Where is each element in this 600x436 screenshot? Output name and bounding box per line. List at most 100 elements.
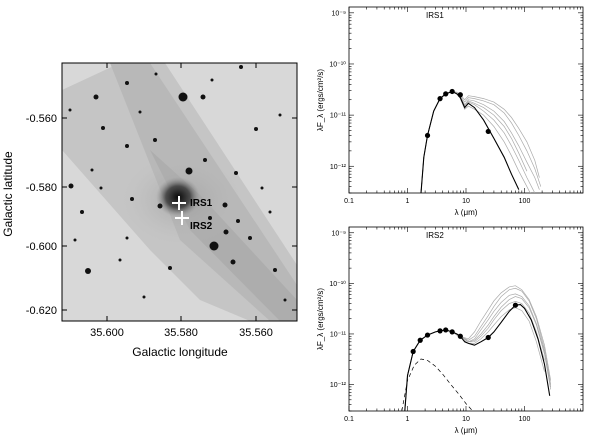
star <box>130 197 134 201</box>
plot-frame <box>348 226 584 412</box>
x-tick-label: 1 <box>406 198 410 205</box>
star <box>230 259 236 265</box>
star <box>125 144 129 148</box>
star <box>278 113 282 117</box>
star <box>283 298 287 302</box>
y-tick-label: 10⁻¹⁰ <box>329 280 346 288</box>
x-tick-label: 0.1 <box>344 198 354 205</box>
star <box>236 219 240 223</box>
star <box>73 238 77 242</box>
star <box>157 203 163 209</box>
data-point <box>443 327 449 333</box>
x-tick-label: 1 <box>406 416 410 423</box>
star <box>248 236 252 240</box>
image-yaxis: -0.560 -0.580 -0.600 -0.620 Galactic lat… <box>1 113 297 317</box>
y-tick-label: 10⁻¹¹ <box>330 113 347 120</box>
x-axis-label: λ (μm) <box>455 208 478 217</box>
star <box>68 183 74 189</box>
image-xtick-label: 35.580 <box>164 327 198 339</box>
y-tick-label: 10⁻¹¹ <box>330 331 347 338</box>
data-point <box>410 348 416 355</box>
y-tick-label: 10⁻⁹ <box>332 230 346 237</box>
data-point <box>437 328 443 334</box>
star <box>153 138 157 142</box>
sed-panel-irs2: 0.1 1 10 100 10⁻⁹ 10⁻¹⁰ 10⁻¹¹ 10⁻¹² IRS2 λ (μm) λF… <box>316 226 584 435</box>
y-tick-label: 10⁻¹² <box>330 164 347 171</box>
star <box>125 81 129 85</box>
data-point <box>443 91 449 97</box>
image-xaxis: 35.600 35.580 35.560 Galactic longitude <box>90 63 273 359</box>
data-point <box>512 302 519 308</box>
star <box>208 216 212 220</box>
image-ytick-label: -0.620 <box>26 305 57 317</box>
star <box>268 210 272 214</box>
star <box>68 108 72 112</box>
plot-title: IRS1 <box>426 11 444 20</box>
y-tick-label: 10⁻⁹ <box>332 10 346 17</box>
x-tick-label: 10 <box>462 198 470 205</box>
irs2-marker[interactable] <box>175 211 189 225</box>
y-tick-label: 10⁻¹² <box>330 382 347 389</box>
image-ytick-label: -0.580 <box>26 182 57 194</box>
data-point <box>417 337 423 343</box>
data-point <box>424 332 431 338</box>
star <box>93 94 99 100</box>
star <box>101 126 105 130</box>
x-tick-label: 100 <box>519 198 531 205</box>
star <box>234 171 238 175</box>
x-tick-label: 0.1 <box>344 416 354 423</box>
stellar-photosphere-line <box>401 358 473 411</box>
star <box>209 241 219 251</box>
data-point <box>485 128 491 135</box>
star <box>125 236 129 240</box>
star <box>185 167 193 175</box>
image-frame <box>61 62 298 322</box>
y-axis-label: λF_λ (ergs/cm²/s) <box>316 69 325 132</box>
star <box>168 266 172 270</box>
data-point <box>437 96 443 102</box>
star <box>142 295 146 299</box>
star <box>210 78 214 82</box>
star <box>222 202 228 208</box>
image-ylabel: Galactic latitude <box>1 151 15 237</box>
star <box>260 186 264 190</box>
data-point <box>424 132 431 139</box>
star-field <box>68 65 287 302</box>
y-axis-label: λF_λ (ergs/cm²/s) <box>316 288 325 351</box>
star <box>200 94 206 100</box>
data-point <box>485 334 491 341</box>
data-point <box>457 333 463 339</box>
sed-panel-irs1: 0.1 1 10 100 10⁻⁹ 10⁻¹⁰ 10⁻¹¹ 10⁻¹² IRS1 λ (μm) λF… <box>316 6 584 217</box>
data-point <box>449 88 455 95</box>
data-point <box>449 329 455 335</box>
star <box>223 229 229 235</box>
star <box>85 268 91 274</box>
image-xtick-label: 35.600 <box>90 327 124 339</box>
star <box>80 210 84 214</box>
irs1-marker[interactable] <box>172 196 186 210</box>
star <box>154 72 158 76</box>
star <box>273 268 277 272</box>
star <box>203 158 207 162</box>
irs1-label: IRS1 <box>190 198 213 209</box>
x-tick-label: 100 <box>519 416 531 423</box>
y-tick-label: 10⁻¹⁰ <box>329 60 346 68</box>
best-fit-line <box>420 90 520 193</box>
star <box>254 127 258 131</box>
plot-title: IRS2 <box>426 231 444 240</box>
star <box>90 168 94 172</box>
image-panel: IRS1 IRS2 35.600 35.580 35.560 Galactic … <box>1 62 298 359</box>
star <box>99 186 103 190</box>
star <box>118 258 122 262</box>
image-ytick-label: -0.560 <box>26 113 57 125</box>
x-axis-label: λ (μm) <box>455 426 478 435</box>
star <box>239 65 243 69</box>
star <box>138 110 142 114</box>
image-xlabel: Galactic longitude <box>132 345 228 359</box>
data-point <box>457 92 463 98</box>
image-xtick-label: 35.560 <box>239 327 273 339</box>
star <box>178 92 188 102</box>
x-tick-label: 10 <box>462 416 470 423</box>
image-ytick-label: -0.600 <box>26 241 57 253</box>
